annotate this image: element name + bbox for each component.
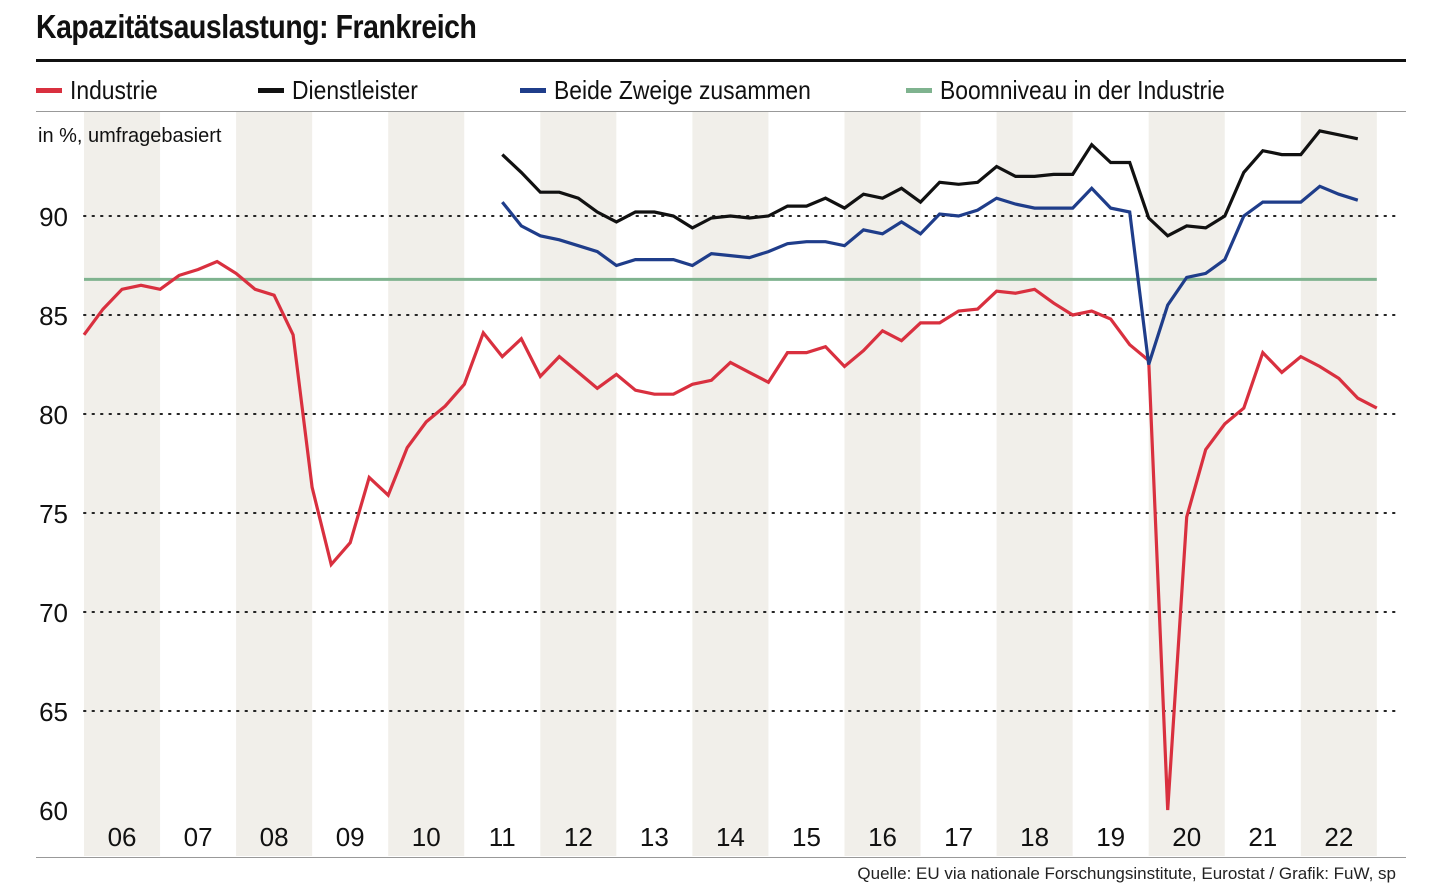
x-axis: 06 07 08 09 10 11 12 13 14 15 16 17 18 19 20 21 22	[108, 822, 1354, 852]
y-tick-label: 75	[39, 499, 68, 529]
legend-label-beide: Beide Zweige zusammen	[554, 74, 811, 105]
y-tick-label: 85	[39, 301, 68, 331]
x-tick-label: 11	[489, 822, 516, 852]
y-tick-label: 70	[39, 598, 68, 628]
x-tick-label: 15	[792, 822, 821, 852]
y-tick-label: 90	[39, 202, 68, 232]
legend-swatch-dienstleister	[258, 87, 284, 93]
shade-band-2012	[540, 112, 617, 856]
series-line-dienstleister	[501, 129, 1359, 238]
x-tick-label: 18	[1020, 822, 1049, 852]
shade-band-2022	[1300, 112, 1377, 856]
x-tick-label: 12	[564, 822, 593, 852]
legend-swatch-boom	[906, 87, 932, 93]
x-tick-label: 06	[108, 822, 137, 852]
shade-band-2008	[236, 112, 313, 856]
legend-item-industrie: Industrie	[36, 70, 170, 110]
x-tick-label: 09	[336, 822, 365, 852]
x-tick-label: 17	[944, 822, 973, 852]
chart-title: Kapazitätsauslastung: Frankreich	[36, 8, 477, 45]
legend-label-dienstleister: Dienstleister	[292, 74, 418, 105]
x-tick-label: 07	[184, 822, 213, 852]
legend-item-boom: Boomniveau in der Industrie	[906, 70, 1264, 110]
series-line-industrie	[82, 259, 1378, 811]
legend: Industrie Dienstleister Beide Zweige zus…	[36, 70, 1406, 110]
legend-swatch-industrie	[36, 87, 62, 93]
legend-item-beide: Beide Zweige zusammen	[520, 70, 846, 110]
shade-band-2010	[388, 112, 465, 856]
x-tick-label: 21	[1248, 822, 1277, 852]
shade-band-2016	[844, 112, 921, 856]
shade-band-2020	[1148, 112, 1225, 856]
x-tick-label: 13	[640, 822, 669, 852]
y-tick-label: 60	[39, 796, 68, 826]
y-axis: 60 65 70 75 80 85 90	[39, 202, 68, 826]
year-shading	[84, 112, 1377, 856]
x-tick-label: 14	[716, 822, 745, 852]
legend-swatch-beide	[520, 87, 546, 93]
shade-band-2014	[692, 112, 769, 856]
title-rule	[36, 59, 1406, 62]
x-tick-label: 20	[1172, 822, 1201, 852]
legend-rule	[36, 111, 1406, 112]
shade-band-2018	[996, 112, 1073, 856]
x-tick-label: 08	[260, 822, 289, 852]
x-tick-label: 16	[868, 822, 897, 852]
footer-rule	[36, 857, 1406, 858]
source-note: Quelle: EU via nationale Forschungsinsti…	[857, 864, 1396, 883]
x-tick-label: 22	[1324, 822, 1353, 852]
series-lines	[82, 129, 1378, 811]
shade-band-2006	[84, 112, 161, 856]
x-tick-label: 19	[1096, 822, 1125, 852]
y-axis-label: in %, umfragebasiert	[38, 125, 222, 147]
legend-label-boom: Boomniveau in der Industrie	[940, 74, 1225, 105]
series-line-beide-zweige-zusammen	[501, 184, 1359, 365]
y-tick-label: 65	[39, 697, 68, 727]
legend-label-industrie: Industrie	[70, 74, 158, 105]
x-tick-label: 10	[412, 822, 441, 852]
y-tick-label: 80	[39, 400, 68, 430]
legend-item-dienstleister: Dienstleister	[258, 70, 435, 110]
